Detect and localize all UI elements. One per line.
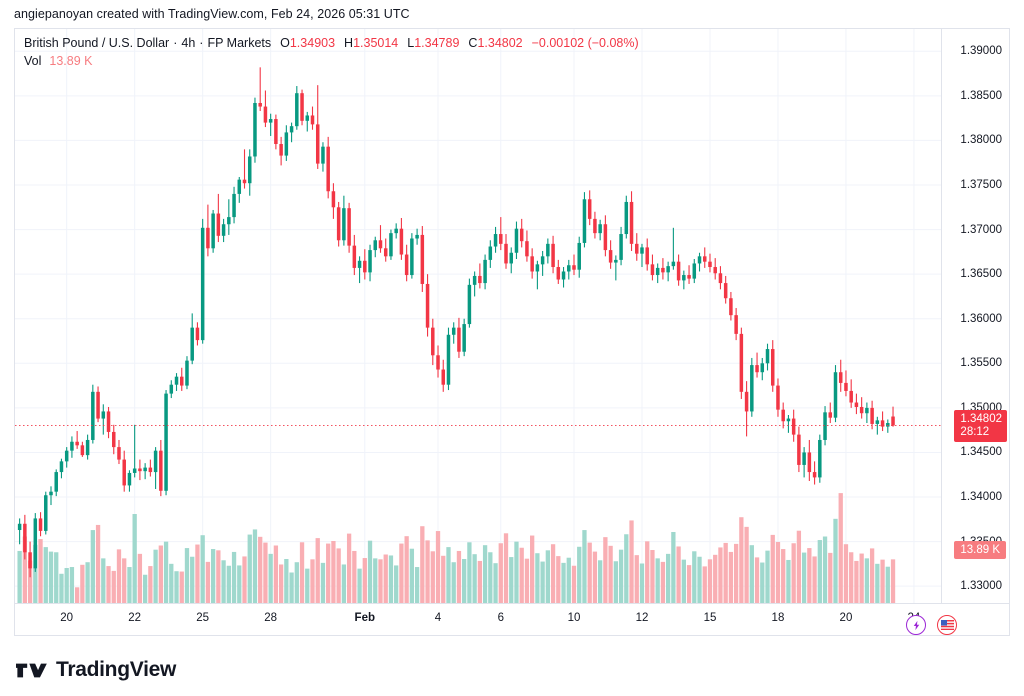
chart-plot-area[interactable] [15,29,941,604]
price-tick-label: 1.37000 [960,223,1002,236]
price-tick-label: 1.33000 [960,580,1002,593]
volume-histogram [17,493,896,604]
time-tick-label: 4 [434,612,442,624]
us-flag-icon [940,620,954,630]
lightning-bolt-icon [913,620,919,630]
time-tick-label: 25 [196,612,210,624]
time-tick-label: Feb [354,612,376,624]
time-tick-label: 28 [264,612,278,624]
price-tick-label: 1.35500 [960,357,1002,370]
price-tick-label: 1.36000 [960,312,1002,325]
price-tick-label: 1.39000 [960,45,1002,58]
last-price-line [15,425,941,427]
candlestick-series [17,67,895,578]
chart-frame: British Pound / U.S. Dollar · 4h · FP Ma… [14,28,1010,636]
time-tick-label: 10 [567,612,581,624]
time-tick-label: 18 [771,612,785,624]
us-market-badge[interactable] [937,615,957,635]
volume-value-tag[interactable]: 13.89 K [954,541,1006,560]
price-tick-label: 1.38000 [960,134,1002,147]
price-tick-label: 1.34000 [960,491,1002,504]
tradingview-logo: TradingView [16,658,176,682]
price-tick-label: 1.37500 [960,179,1002,191]
price-tick-label: 1.36500 [960,268,1002,281]
bar-countdown: 28:12 [960,425,990,438]
time-tick-label: 12 [635,612,649,624]
time-tick-label: 20 [60,612,74,624]
price-tick-label: 1.34500 [960,446,1002,459]
last-price-tag[interactable]: 1.34802 28:12 [954,409,1007,442]
time-tick-label: 22 [128,612,142,624]
tradingview-wordmark: TradingView [56,658,177,681]
time-tick-label: 20 [839,612,853,624]
time-tick-label: 15 [703,612,717,624]
time-scale[interactable]: 20222528Feb46101215182024 [15,603,1009,635]
session-volatility-badge[interactable] [906,615,926,635]
price-scale[interactable]: 1.39000 1.38500 1.38000 1.37500 1.37000 1.365… [941,29,1009,604]
time-tick-label: 6 [497,612,504,624]
last-price-value: 1.34802 [960,412,1002,425]
tradingview-mark-icon [16,663,47,677]
price-tick-label: 1.38500 [960,89,1002,102]
attribution-text: angiepanoyan created with TradingView.co… [14,7,410,21]
